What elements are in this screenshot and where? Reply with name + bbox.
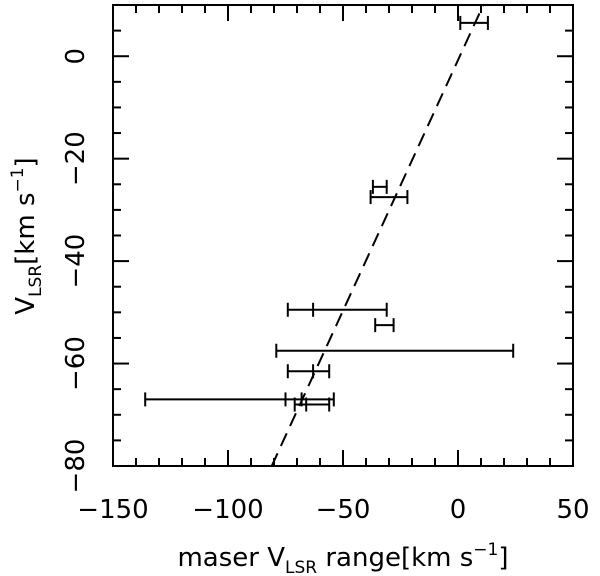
y-tick-label: −60 [61,336,91,391]
x-tick-label: 0 [450,495,467,525]
x-axis-title-prefix: maser V [177,543,285,573]
fit-line [270,4,485,467]
x-axis-title: maser VLSR range[km s−1] [177,540,508,576]
y-tick-label: −80 [61,439,91,494]
x-axis-title-end: ] [498,543,508,573]
y-tick-label: 0 [61,48,91,65]
x-axis-title-superscript: −1 [473,540,498,560]
y-axis-title-superscript: −1 [8,167,28,192]
y-tick-label: −20 [61,131,91,186]
range-bar [371,179,388,194]
range-bar [374,318,395,333]
x-tick-label: −150 [77,495,148,525]
range-bar [286,302,388,317]
x-axis-title-suffix: range[km s [317,543,473,573]
y-axis-title-subscript: LSR [26,265,46,297]
x-tick-label: −50 [316,495,371,525]
x-tick-label: −100 [192,495,263,525]
range-bar [286,364,331,379]
y-axis-title: VLSR[km s−1] [8,157,46,314]
x-tick-label: 50 [556,495,589,525]
y-axis-title-prefix: V [11,297,41,315]
plot-frame [112,4,574,467]
y-axis-title-suffix: [km s [11,193,41,265]
y-axis-title-end: ] [11,157,41,167]
x-axis-title-subscript: LSR [285,558,317,576]
range-bar [275,343,515,358]
range-bar [369,190,409,205]
y-tick-label: −40 [61,234,91,289]
